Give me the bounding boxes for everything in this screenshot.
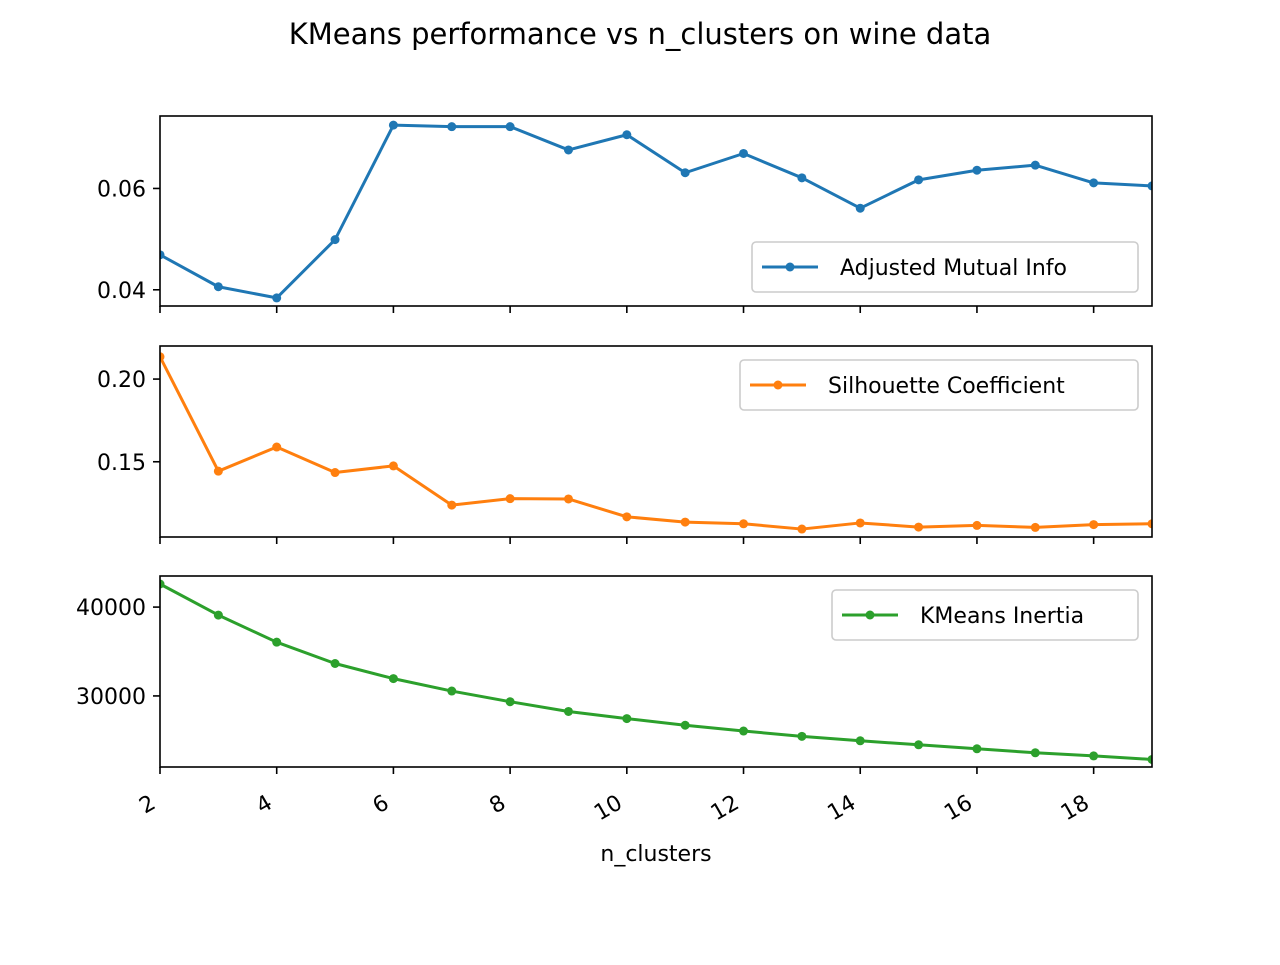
data-point <box>622 130 632 140</box>
legend-swatch-marker <box>865 610 875 620</box>
y-tick-label: 0.20 <box>97 368 146 393</box>
data-point <box>160 579 165 589</box>
data-point <box>797 173 807 183</box>
data-point <box>1147 519 1152 529</box>
data-point <box>563 145 573 155</box>
legend-box <box>751 241 1139 293</box>
subplot-2: 0.15 0.20 Silhouette Coefficient <box>97 345 1153 544</box>
data-point <box>563 494 573 504</box>
series-line <box>160 582 1152 761</box>
data-point <box>213 282 223 292</box>
data-point <box>739 519 749 529</box>
subplot-3: 30000 40000 2 4 6 8 10 12 14 16 18 KMeans Inertia <box>76 575 1153 827</box>
data-point <box>563 706 573 716</box>
series-line <box>160 354 1152 531</box>
data-point <box>272 637 282 647</box>
x-tick-label: 12 <box>707 791 744 827</box>
data-point <box>972 520 982 530</box>
data-point <box>505 697 515 707</box>
data-point <box>680 168 690 178</box>
data-point <box>160 250 165 260</box>
data-point <box>213 610 223 620</box>
data-point <box>388 120 398 130</box>
data-point <box>972 744 982 754</box>
axes-frame <box>159 575 1153 768</box>
legend: Adjusted Mutual Info <box>751 241 1139 293</box>
series-1-1 <box>160 120 1152 303</box>
data-point <box>447 500 457 510</box>
legend: KMeans Inertia <box>831 589 1139 641</box>
y-tick-label: 0.15 <box>97 451 146 476</box>
legend-label: Adjusted Mutual Info <box>840 256 1067 281</box>
data-point <box>1089 751 1099 761</box>
data-point <box>272 293 282 303</box>
data-point <box>855 736 865 746</box>
data-point <box>1030 748 1040 758</box>
data-point <box>622 714 632 724</box>
data-point <box>972 165 982 175</box>
data-point <box>914 740 924 750</box>
x-tick-label: 16 <box>940 791 977 827</box>
data-point <box>1089 520 1099 530</box>
data-point <box>330 468 340 478</box>
data-point <box>447 686 457 696</box>
x-tick-label: 6 <box>369 791 394 820</box>
data-point <box>680 517 690 527</box>
legend-label: KMeans Inertia <box>920 604 1084 629</box>
series-3-1 <box>160 579 1152 764</box>
x-tick-label: 10 <box>590 791 627 827</box>
data-point <box>622 512 632 522</box>
data-point <box>1089 178 1099 188</box>
data-point <box>1030 522 1040 532</box>
y-tick-label: 0.06 <box>97 177 146 202</box>
data-point <box>855 203 865 213</box>
y-tick-label: 0.04 <box>97 279 146 304</box>
data-point <box>797 731 807 741</box>
data-point <box>388 674 398 684</box>
series-2-1 <box>160 352 1152 534</box>
x-tick-label: 4 <box>252 791 277 820</box>
data-point <box>330 659 340 669</box>
y-tick-label: 40000 <box>76 596 146 621</box>
data-point <box>447 122 457 132</box>
y-tick-label: 30000 <box>76 685 146 710</box>
data-point <box>1147 754 1152 764</box>
data-point <box>739 148 749 158</box>
data-point <box>160 352 165 362</box>
data-point <box>680 720 690 730</box>
axes-frame <box>159 345 1153 538</box>
series-line <box>160 123 1152 300</box>
x-tick-label: 14 <box>823 791 860 827</box>
legend-box <box>831 589 1139 641</box>
data-point <box>388 461 398 471</box>
x-axis-label: n_clusters <box>600 842 711 867</box>
data-point <box>914 175 924 185</box>
data-point <box>505 494 515 504</box>
data-point <box>797 524 807 534</box>
data-point <box>914 522 924 532</box>
data-point <box>739 726 749 736</box>
legend-swatch-marker <box>773 380 783 390</box>
legend: Silhouette Coefficient <box>739 359 1139 411</box>
data-point <box>1030 160 1040 170</box>
data-point <box>855 518 865 528</box>
chart-title: KMeans performance vs n_clusters on wine… <box>289 17 992 51</box>
legend-box <box>739 359 1139 411</box>
x-tick-label: 8 <box>485 791 510 820</box>
data-point <box>505 122 515 132</box>
legend-label: Silhouette Coefficient <box>828 374 1065 399</box>
axes-frame <box>159 115 1153 307</box>
data-point <box>1147 181 1152 191</box>
x-tick-label: 2 <box>135 791 160 820</box>
data-point <box>213 466 223 476</box>
legend-swatch-marker <box>785 262 795 272</box>
x-tick-label: 18 <box>1057 791 1094 827</box>
data-point <box>272 442 282 452</box>
data-point <box>330 235 340 245</box>
subplot-1: 0.04 0.06 Adjusted Mutual Info <box>97 115 1153 313</box>
